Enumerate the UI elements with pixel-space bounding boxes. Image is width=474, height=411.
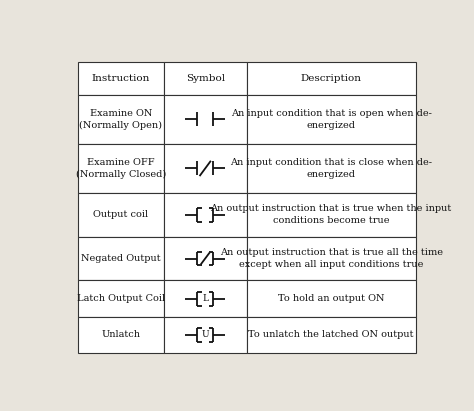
Bar (78, 280, 164, 317)
Text: Output coil: Output coil (93, 210, 148, 219)
Text: Latch Output Coil: Latch Output Coil (77, 294, 165, 303)
Text: To unlatch the latched ON output: To unlatch the latched ON output (248, 330, 414, 339)
Text: An output instruction that is true when the input
conditions become true: An output instruction that is true when … (210, 204, 452, 225)
Text: L: L (202, 294, 208, 303)
Bar (164, 193, 246, 237)
Bar (164, 317, 246, 353)
Text: To hold an output ON: To hold an output ON (278, 294, 384, 303)
Bar (246, 144, 416, 193)
Bar (164, 280, 246, 317)
Text: An input condition that is open when de-
energized: An input condition that is open when de-… (231, 109, 431, 130)
Bar (246, 280, 416, 317)
Text: An output instruction that is true all the time
except when all input conditions: An output instruction that is true all t… (219, 248, 443, 269)
Text: Examine ON
(Normally Open): Examine ON (Normally Open) (79, 109, 162, 130)
Text: An input condition that is close when de-
energized: An input condition that is close when de… (230, 158, 432, 179)
Bar (78, 317, 164, 353)
Bar (246, 237, 416, 280)
Bar (246, 62, 416, 95)
Bar (246, 317, 416, 353)
Text: Examine OFF
(Normally Closed): Examine OFF (Normally Closed) (75, 158, 166, 179)
Text: Symbol: Symbol (186, 74, 225, 83)
Text: Negated Output: Negated Output (81, 254, 161, 263)
Bar (78, 193, 164, 237)
Bar (78, 95, 164, 144)
Bar (78, 144, 164, 193)
Bar (78, 237, 164, 280)
Bar (164, 95, 246, 144)
Text: Instruction: Instruction (91, 74, 150, 83)
Bar (246, 193, 416, 237)
Bar (246, 95, 416, 144)
Bar (78, 62, 164, 95)
Text: U: U (201, 330, 209, 339)
Text: Unlatch: Unlatch (101, 330, 140, 339)
Text: Description: Description (301, 74, 362, 83)
Bar (164, 144, 246, 193)
Bar (164, 237, 246, 280)
Bar (164, 62, 246, 95)
